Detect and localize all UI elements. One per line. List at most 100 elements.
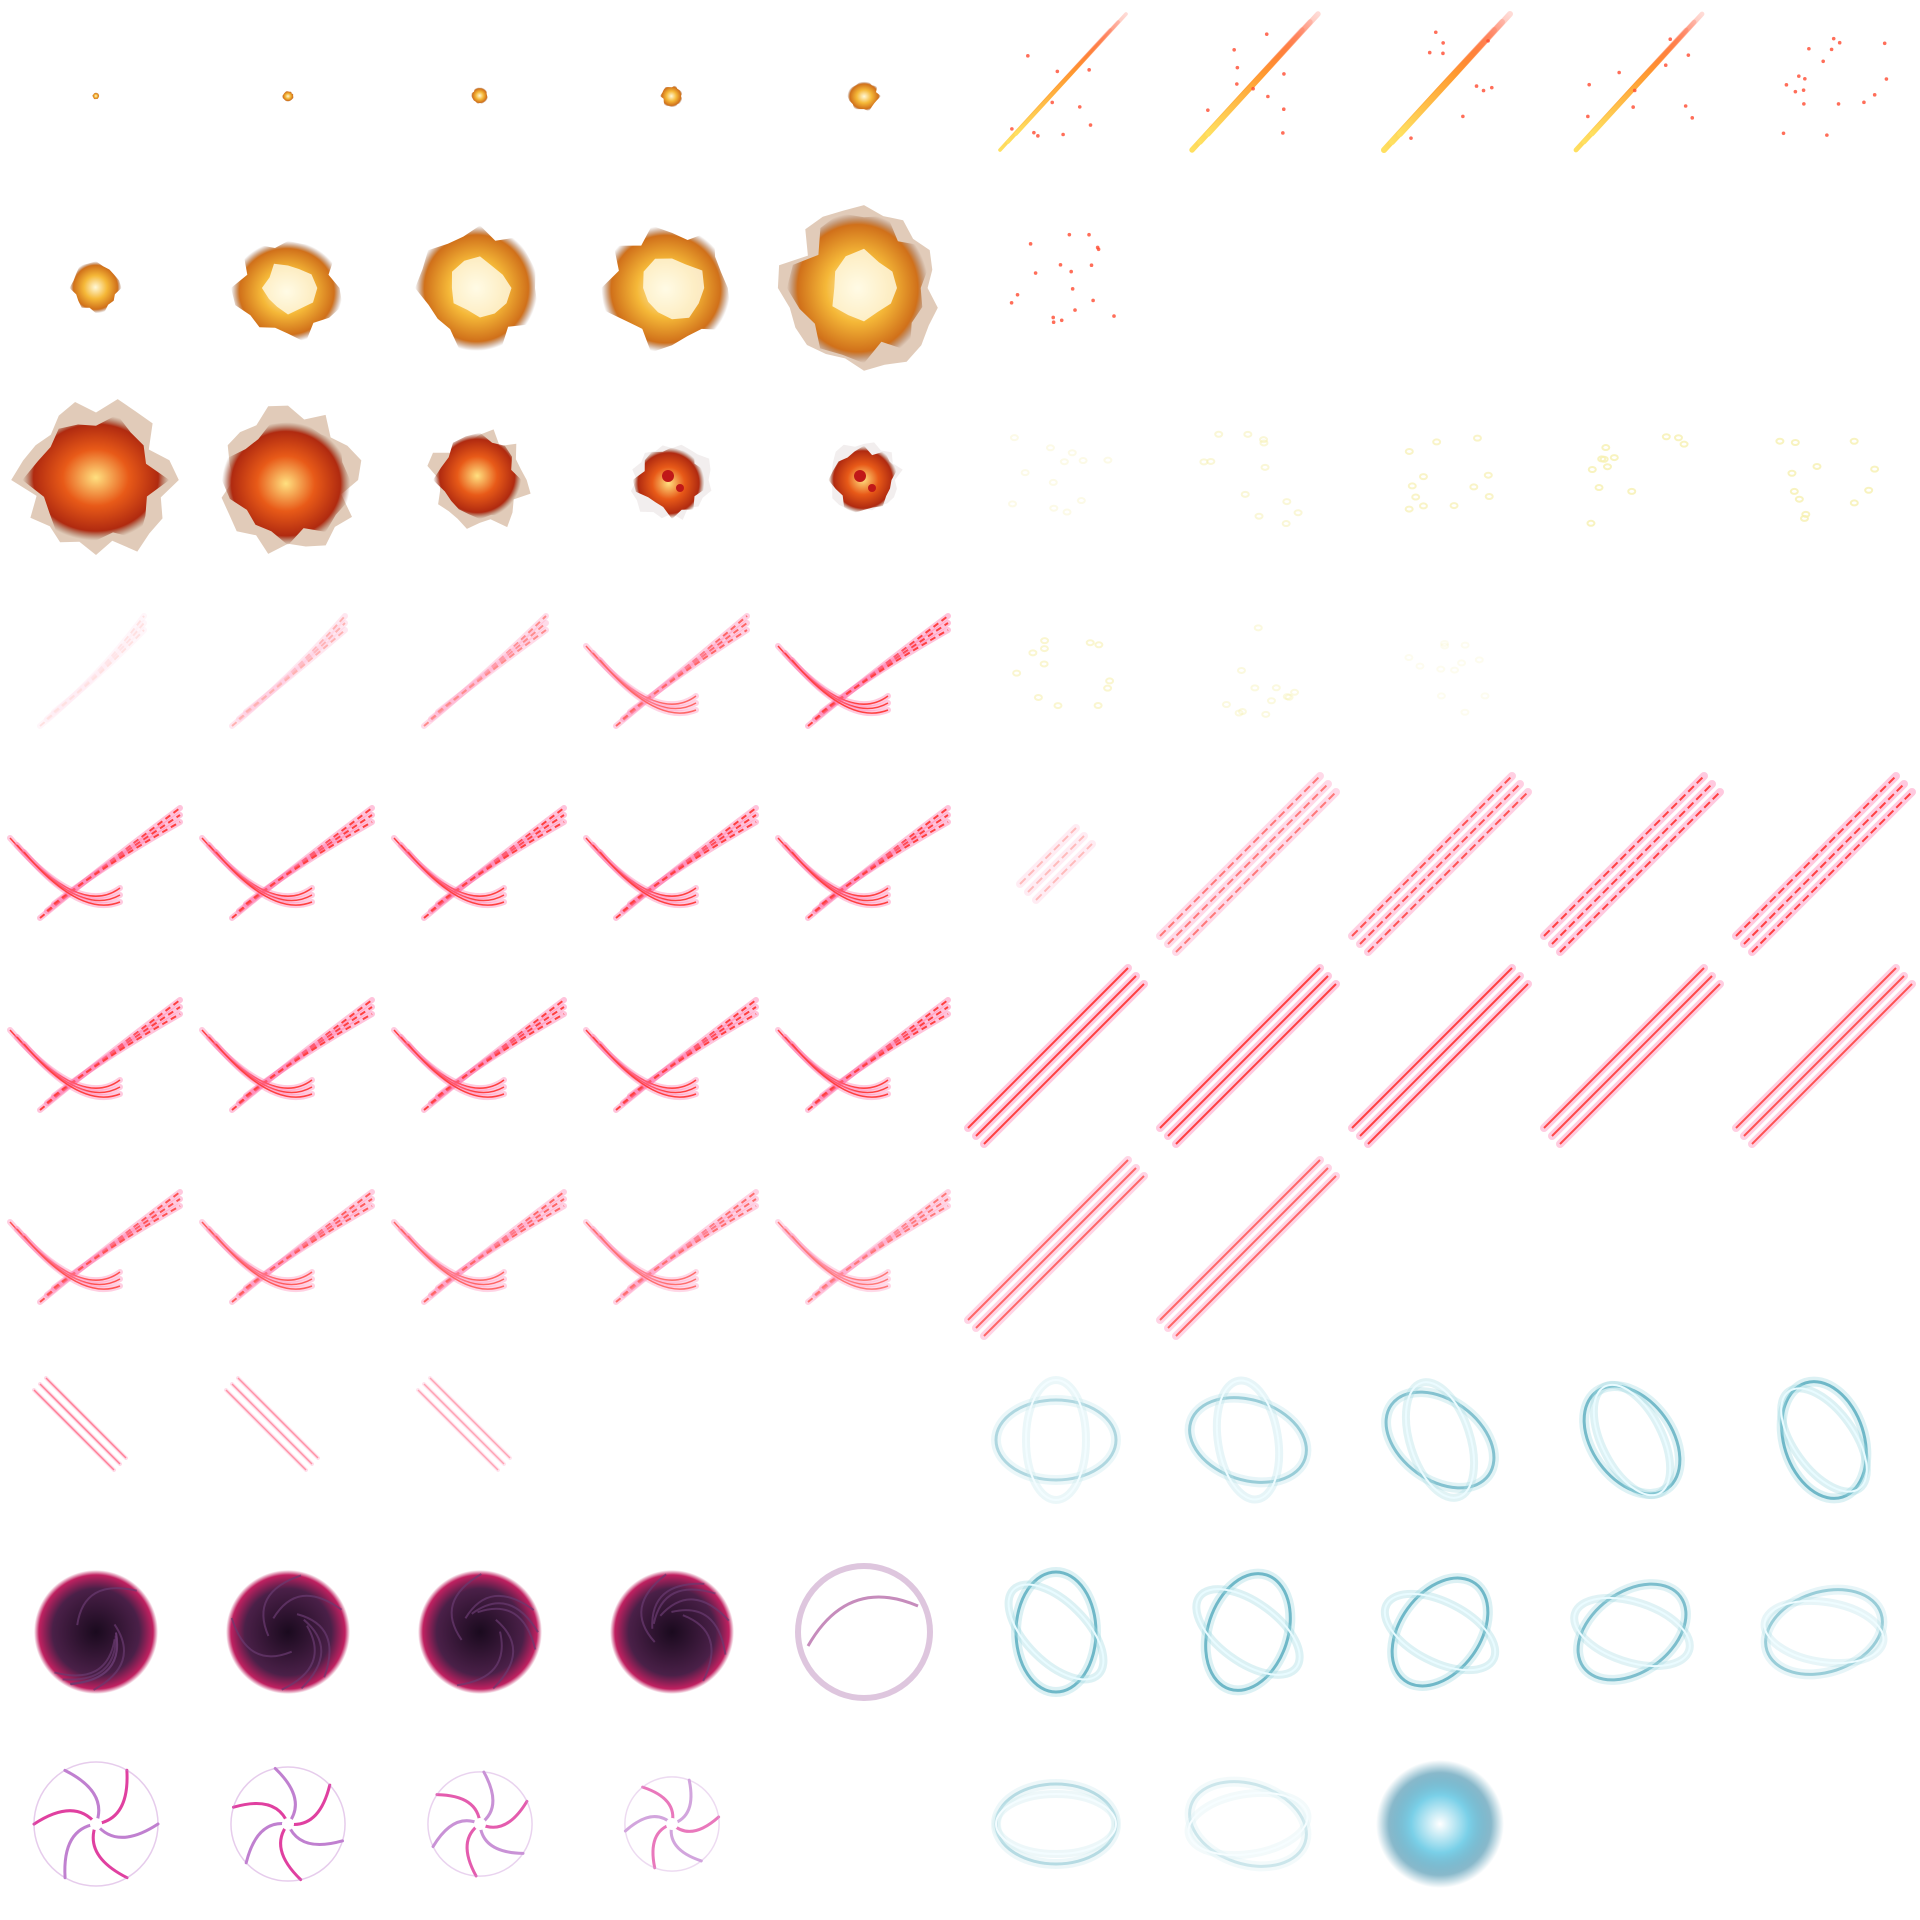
sprite-frame-claw-single-2 xyxy=(1152,768,1344,960)
sprite-frame-sparkles-4 xyxy=(1536,384,1728,576)
sprite-frame-ice-ring-9 xyxy=(1536,1536,1728,1728)
flame-streak-sprite-graphic xyxy=(998,12,1128,152)
claw-cross-sprite-graphic xyxy=(775,1189,951,1305)
ice-ring-sprite-graphic xyxy=(1184,1776,1312,1872)
claw-single-sprite-graphic xyxy=(1540,964,1724,1148)
sparkles-sprite-graphic xyxy=(1008,434,1113,516)
sprite-frame-claw-single-9 xyxy=(1536,960,1728,1152)
claw-single-sprite-graphic xyxy=(1156,1156,1340,1340)
explosion-sprite-graphic xyxy=(471,87,489,104)
explosion-sprite-graphic xyxy=(221,405,362,554)
pink-swirl-sprite-graphic xyxy=(623,1776,721,1872)
sprite-frame-sparkles-6 xyxy=(960,576,1152,768)
sprite-frame-claw-single-7 xyxy=(1152,960,1344,1152)
ice-ring-sprite-graphic xyxy=(991,1376,1121,1504)
sprite-frame-explosion-4 xyxy=(576,0,768,192)
sprite-frame-claw-single-8 xyxy=(1344,960,1536,1152)
sprite-frame-ice-ring-1 xyxy=(960,1344,1152,1536)
claw-fade-sprite-graphic xyxy=(32,1376,128,1472)
sparkles-sprite-graphic xyxy=(1404,434,1494,513)
dark-vortex-sprite-graphic xyxy=(34,1570,158,1694)
sprite-frame-flame-streak-1 xyxy=(960,0,1152,192)
sprite-frame-claw-cross-2 xyxy=(192,576,384,768)
sprite-frame-ice-ring-11 xyxy=(960,1728,1152,1920)
ice-ring-sprite-graphic xyxy=(991,1779,1121,1869)
sparkles-sprite-graphic xyxy=(1221,624,1300,718)
sprite-frame-sparkles-5 xyxy=(1728,384,1920,576)
explosion-sprite-graphic xyxy=(777,205,938,371)
claw-single-sprite-graphic xyxy=(1348,964,1532,1148)
sprite-frame-explosion-13 xyxy=(384,384,576,576)
sprite-frame-ice-ring-2 xyxy=(1152,1344,1344,1536)
claw-cross-sprite-graphic xyxy=(229,613,348,729)
sprite-frame-claw-cross-5 xyxy=(768,576,960,768)
sprite-frame-explosion-2 xyxy=(192,0,384,192)
sprite-frame-claw-single-10 xyxy=(1728,960,1920,1152)
pink-swirl-sprite-graphic xyxy=(427,1770,533,1878)
sparkles-sprite-graphic xyxy=(1586,433,1689,527)
explosion-sprite-graphic xyxy=(231,241,343,343)
sprite-frame-dark-vortex-5 xyxy=(768,1536,960,1728)
explosion-sprite-graphic xyxy=(828,442,903,514)
ice-ring-sprite-graphic xyxy=(1380,1573,1500,1691)
sprite-frame-flame-streak-3 xyxy=(1344,0,1536,192)
claw-cross-sprite-graphic xyxy=(583,613,750,729)
sprite-frame-sparkles-2 xyxy=(1152,384,1344,576)
claw-cross-sprite-graphic xyxy=(391,997,567,1113)
sprite-frame-ice-ring-6 xyxy=(960,1536,1152,1728)
sprite-frame-flame-streak-4 xyxy=(1536,0,1728,192)
explosion-sprite-graphic xyxy=(11,399,179,555)
sprite-frame-dark-vortex-3 xyxy=(384,1536,576,1728)
sprite-frame-explosion-15 xyxy=(768,384,960,576)
sprite-frame-claw-cross-8 xyxy=(384,768,576,960)
flame-streak-sprite-graphic xyxy=(1009,232,1116,325)
sprite-frame-sparkles-7 xyxy=(1152,576,1344,768)
sprite-frame-sparkles-8 xyxy=(1344,576,1536,768)
sprite-frame-explosion-10 xyxy=(768,192,960,384)
explosion-sprite-graphic xyxy=(427,429,531,529)
claw-cross-sprite-graphic xyxy=(583,805,759,921)
sprite-frame-claw-cross-13 xyxy=(384,960,576,1152)
sprite-frame-ice-ring-10 xyxy=(1728,1536,1920,1728)
claw-cross-sprite-graphic xyxy=(583,997,759,1113)
claw-cross-sprite-graphic xyxy=(421,613,549,729)
ice-ring-sprite-graphic xyxy=(1776,1376,1872,1504)
sprite-frame-claw-single-6 xyxy=(960,960,1152,1152)
sprite-frame-claw-cross-3 xyxy=(384,576,576,768)
explosion-sprite-graphic xyxy=(282,90,294,102)
sprite-frame-dark-vortex-4 xyxy=(576,1536,768,1728)
sprite-frame-flame-streak-2 xyxy=(1152,0,1344,192)
sprite-frame-claw-fade-3 xyxy=(384,1344,576,1536)
ice-ring-sprite-graphic xyxy=(1376,1760,1504,1888)
claw-single-sprite-graphic xyxy=(1732,772,1916,956)
sprite-frame-ice-ring-12 xyxy=(1152,1728,1344,1920)
sprite-frame-sparkles-1 xyxy=(960,384,1152,576)
claw-fade-sprite-graphic xyxy=(416,1376,512,1472)
ice-ring-sprite-graphic xyxy=(1184,1376,1312,1504)
sprite-frame-claw-cross-14 xyxy=(576,960,768,1152)
claw-cross-sprite-graphic xyxy=(391,1189,567,1305)
explosion-sprite-graphic xyxy=(660,85,683,108)
sprite-frame-claw-cross-20 xyxy=(768,1152,960,1344)
claw-single-sprite-graphic xyxy=(1156,772,1340,956)
claw-cross-sprite-graphic xyxy=(7,997,183,1113)
sparkles-sprite-graphic xyxy=(1012,637,1115,710)
sprite-frame-claw-fade-1 xyxy=(0,1344,192,1536)
sprite-frame-claw-single-5 xyxy=(1728,768,1920,960)
claw-fade-sprite-graphic xyxy=(224,1376,320,1472)
explosion-sprite-graphic xyxy=(847,81,881,112)
sprite-frame-pink-swirl-4 xyxy=(576,1728,768,1920)
dark-vortex-sprite-graphic xyxy=(226,1570,350,1694)
ice-ring-sprite-graphic xyxy=(1192,1568,1304,1696)
claw-single-sprite-graphic xyxy=(1016,824,1096,904)
sprite-frame-claw-fade-2 xyxy=(192,1344,384,1536)
sprite-frame-ice-ring-8 xyxy=(1344,1536,1536,1728)
claw-single-sprite-graphic xyxy=(964,1156,1148,1340)
sprite-frame-flame-streak-5 xyxy=(1728,0,1920,192)
claw-single-sprite-graphic xyxy=(1348,772,1532,956)
sparkles-sprite-graphic xyxy=(1404,639,1490,716)
sprite-frame-claw-cross-15 xyxy=(768,960,960,1152)
flame-streak-sprite-graphic xyxy=(1781,36,1889,137)
sprite-frame-claw-cross-4 xyxy=(576,576,768,768)
sprite-frame-claw-cross-10 xyxy=(768,768,960,960)
